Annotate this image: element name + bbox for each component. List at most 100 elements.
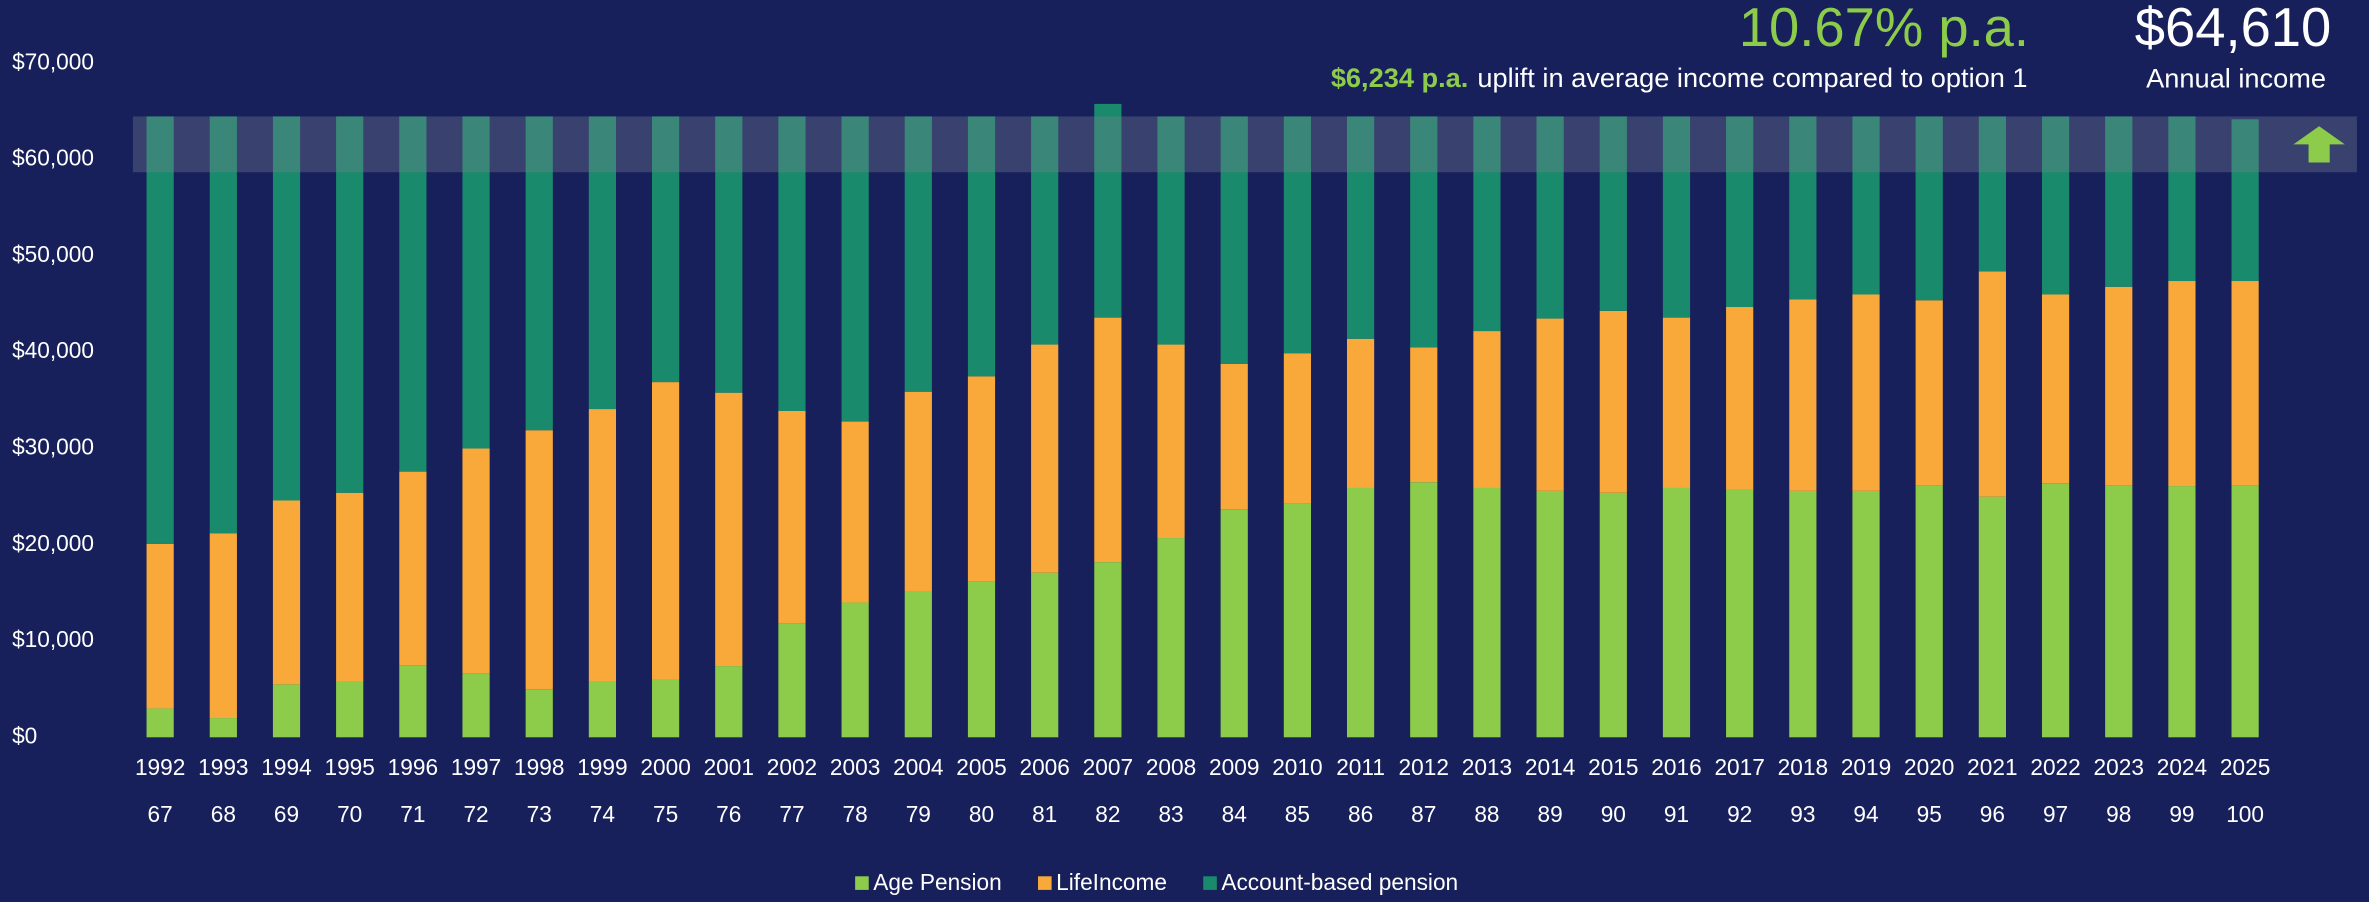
bar-segment — [1978, 116, 2006, 272]
legend-swatch — [1038, 876, 1052, 890]
x-tick-label: 2018 — [1778, 754, 1828, 780]
age-label: 85 — [1285, 801, 1310, 827]
age-label: 75 — [653, 801, 678, 827]
x-tick-label: 1993 — [198, 754, 248, 780]
age-label: 89 — [1538, 801, 1563, 827]
bar-segment — [2041, 294, 2070, 484]
bar-segment — [967, 376, 996, 582]
bar-segment — [209, 533, 237, 719]
bar-segment — [2168, 486, 2196, 738]
bar-segment — [1094, 317, 1122, 563]
bar-segment — [146, 116, 174, 544]
bar-segment — [1662, 317, 1691, 488]
x-tick-label: 2023 — [2094, 754, 2144, 780]
x-tick-label: 2020 — [1904, 754, 1954, 780]
age-label: 94 — [1853, 801, 1878, 827]
x-tick-label: 2003 — [830, 754, 880, 780]
bar-segment — [1852, 116, 1880, 295]
x-tick-label: 2004 — [893, 754, 943, 780]
x-tick-label: 2002 — [767, 754, 817, 780]
age-label: 95 — [1917, 801, 1942, 827]
bar-segment — [525, 430, 553, 690]
age-label: 78 — [843, 801, 868, 827]
legend-swatch — [1203, 876, 1217, 890]
x-tick-label: 1997 — [451, 754, 501, 780]
age-label: 68 — [211, 801, 236, 827]
x-tick-label: 2022 — [2030, 754, 2080, 780]
bar-segment — [1094, 562, 1122, 738]
bar-segment — [1473, 487, 1501, 738]
bar-segment — [1536, 116, 1564, 319]
age-label: 98 — [2106, 801, 2131, 827]
bar-segment — [2231, 281, 2259, 486]
bar-segment — [651, 116, 680, 383]
x-tick-label: 1996 — [388, 754, 438, 780]
bar-segment — [462, 116, 490, 449]
bar-segment — [1852, 294, 1880, 491]
bar-segment — [462, 673, 490, 738]
x-tick-label: 2024 — [2157, 754, 2207, 780]
age-label: 88 — [1474, 801, 1499, 827]
up-arrow-icon — [2293, 126, 2345, 163]
bar-segment — [1978, 496, 2006, 738]
legend-label: LifeIncome — [1056, 869, 1167, 895]
age-label: 99 — [2169, 801, 2194, 827]
x-tick-label: 2019 — [1841, 754, 1891, 780]
bar-segment — [1726, 116, 1754, 308]
age-label: 81 — [1032, 801, 1057, 827]
bar-segment — [1789, 116, 1817, 300]
x-tick-label: 2016 — [1651, 754, 1701, 780]
bar-segment — [2105, 286, 2133, 486]
y-tick-label: $70,000 — [12, 48, 94, 74]
bar-segment — [1410, 482, 1438, 738]
age-label: 76 — [716, 801, 741, 827]
bar-segment — [525, 689, 553, 738]
bar-segment — [2041, 116, 2070, 295]
age-label: 87 — [1411, 801, 1436, 827]
bar-segment — [841, 602, 869, 738]
age-label: 69 — [274, 801, 299, 827]
y-tick-label: $0 — [12, 722, 37, 748]
headline-amount: $64,610 — [2135, 0, 2332, 58]
age-label: 90 — [1601, 801, 1626, 827]
bar-segment — [1346, 487, 1375, 738]
highlight-band — [132, 116, 2357, 173]
bar-segment — [1915, 116, 1943, 301]
bar-segment — [1346, 338, 1375, 488]
age-label: 67 — [148, 801, 173, 827]
bar-segment — [272, 116, 301, 501]
age-label: 73 — [527, 801, 552, 827]
age-label: 80 — [969, 801, 994, 827]
x-tick-label: 2014 — [1525, 754, 1575, 780]
bar-segment — [209, 116, 237, 534]
bar-segment — [967, 581, 996, 738]
x-tick-label: 1998 — [514, 754, 564, 780]
bar-segment — [1031, 572, 1059, 738]
bar-segment — [588, 116, 617, 410]
legend-label: Account-based pension — [1221, 869, 1458, 895]
x-tick-label: 2017 — [1714, 754, 1764, 780]
age-label: 91 — [1664, 801, 1689, 827]
x-tick-label: 2013 — [1462, 754, 1512, 780]
bar-segment — [2231, 485, 2259, 738]
y-tick-label: $30,000 — [12, 434, 94, 460]
bar-segment — [2168, 281, 2196, 487]
bar-segment — [2041, 483, 2070, 738]
x-tick-label: 2021 — [1967, 754, 2017, 780]
bar-segment — [1599, 492, 1627, 738]
x-tick-label: 2009 — [1209, 754, 1259, 780]
y-tick-label: $50,000 — [12, 241, 94, 267]
age-label: 74 — [590, 801, 615, 827]
x-tick-label: 1994 — [261, 754, 311, 780]
bar-segment — [1220, 509, 1248, 738]
bar-segment — [1726, 307, 1754, 490]
bar-segment — [1094, 103, 1122, 318]
uplift-line: $6,234 p.a. uplift in average income comp… — [1331, 62, 2028, 93]
age-label: 83 — [1158, 801, 1183, 827]
headline-rate: 10.67% p.a. — [1739, 0, 2029, 58]
bar-segment — [2105, 116, 2133, 287]
bar-segment — [651, 679, 680, 738]
bar-segment — [1283, 353, 1311, 504]
age-label: 96 — [1980, 801, 2005, 827]
